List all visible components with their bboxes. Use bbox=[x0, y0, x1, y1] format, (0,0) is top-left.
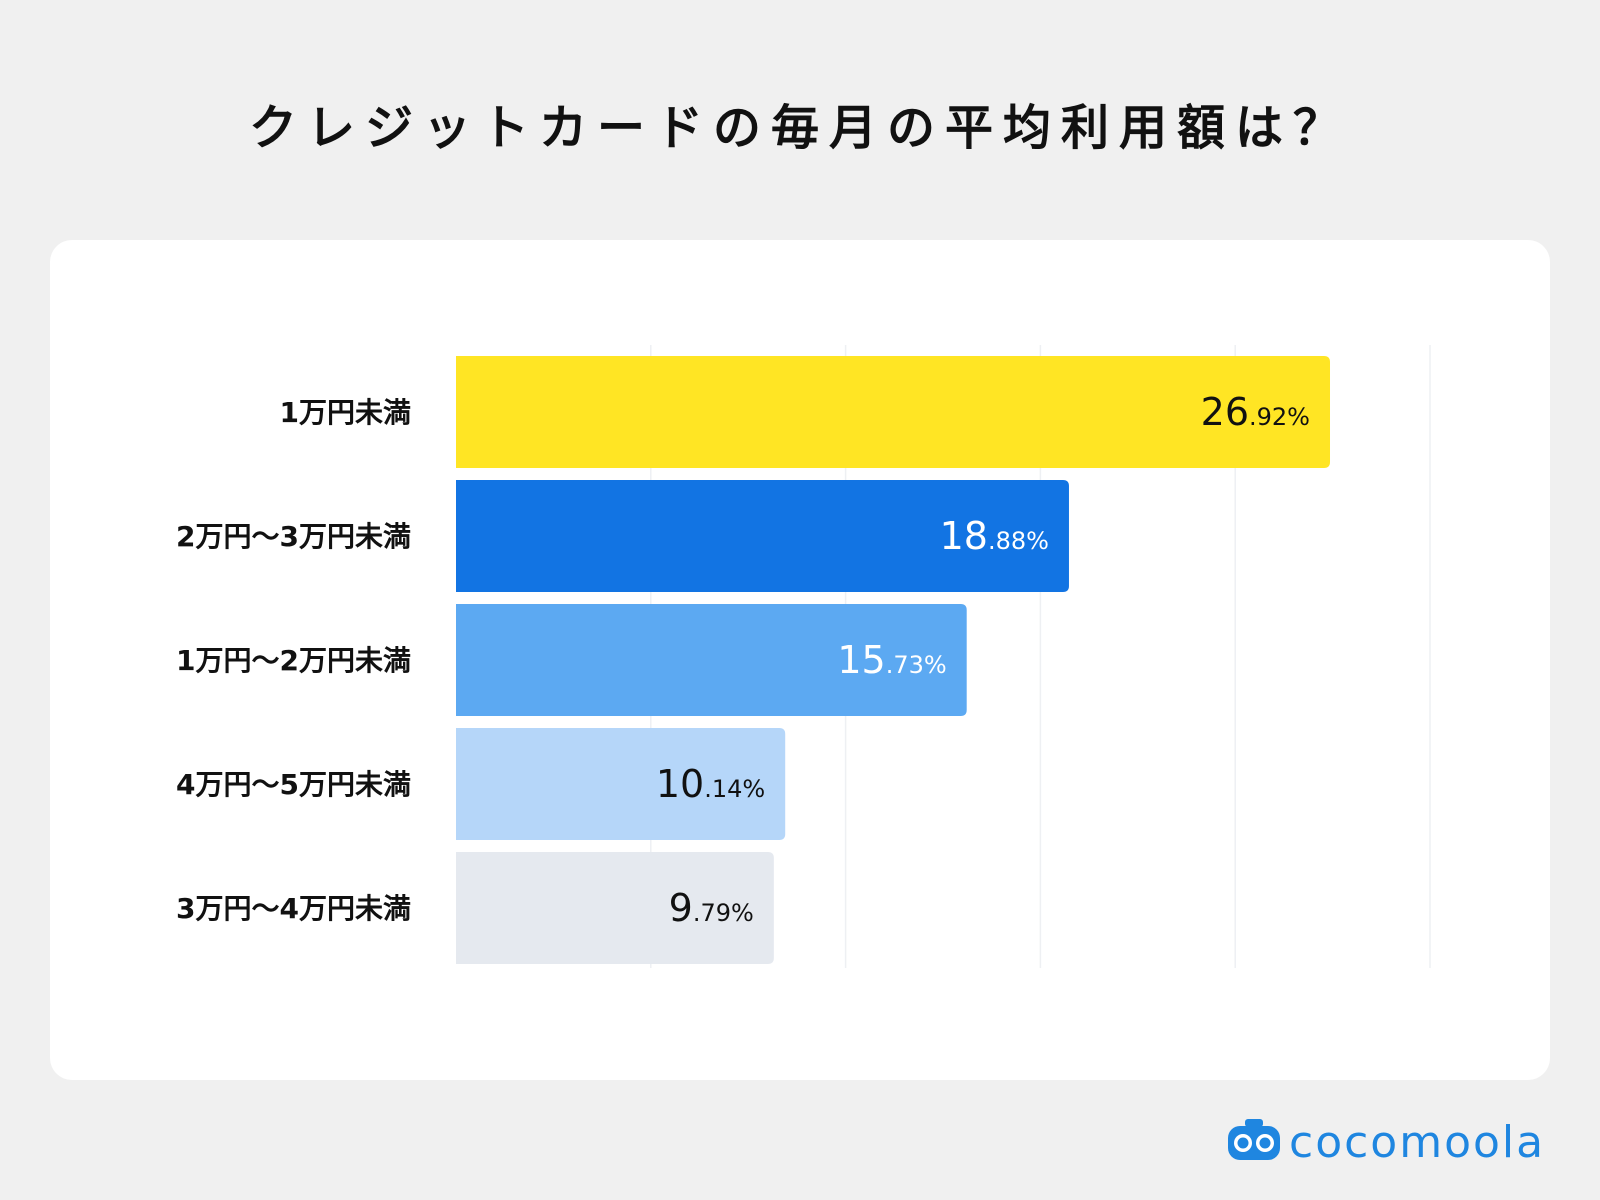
category-label: 4万円〜5万円未満 bbox=[176, 768, 411, 801]
bar bbox=[456, 356, 1331, 468]
bar bbox=[456, 480, 1069, 592]
value-label: 26.92% bbox=[1201, 390, 1310, 434]
bar-chart: 1万円未満 26.92% 2万円〜3万円未満 18.88% 1万円〜2万円未満 15.73… bbox=[176, 345, 1431, 968]
robot-face-icon bbox=[1228, 1119, 1280, 1160]
bar bbox=[456, 728, 786, 840]
value-label: 18.88% bbox=[940, 514, 1049, 558]
category-label: 1万円〜2万円未満 bbox=[176, 644, 411, 677]
brand-logo: cocomoola bbox=[1226, 1116, 1556, 1172]
category-label: 1万円未満 bbox=[280, 396, 411, 429]
bar bbox=[456, 604, 967, 716]
chart-card: 1万円未満 26.92% 2万円〜3万円未満 18.88% 1万円〜2万円未満 15.73… bbox=[50, 240, 1550, 1080]
value-label: 15.73% bbox=[837, 638, 946, 682]
category-label: 3万円〜4万円未満 bbox=[176, 892, 411, 925]
bar bbox=[456, 852, 774, 964]
page-title: クレジットカードの毎月の平均利用額は？ bbox=[248, 100, 1351, 156]
brand-name: cocomoola bbox=[1289, 1117, 1546, 1168]
value-label: 9.79% bbox=[669, 886, 754, 930]
category-label: 2万円〜3万円未満 bbox=[176, 520, 411, 553]
value-label: 10.14% bbox=[656, 762, 765, 806]
